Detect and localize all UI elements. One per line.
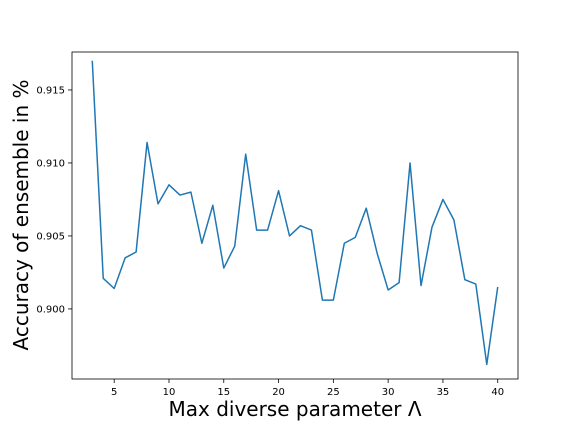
x-tick-label: 30 — [382, 387, 395, 398]
plot-area-background — [72, 52, 518, 379]
x-tick-label: 20 — [272, 387, 285, 398]
plot-frame — [71, 51, 519, 380]
x-tick-label: 5 — [111, 387, 117, 398]
y-tick-label: 0.905 — [36, 231, 65, 242]
x-tick-label: 25 — [327, 387, 340, 398]
x-tick-label: 15 — [217, 387, 230, 398]
x-axis-label: Max diverse parameter Λ — [168, 397, 421, 421]
x-tick-label: 35 — [437, 387, 450, 398]
y-tick-label: 0.915 — [36, 85, 65, 96]
accuracy-series-line — [91, 60, 499, 366]
y-axis-label: Accuracy of ensemble in % — [9, 80, 33, 351]
y-tick-label: 0.900 — [36, 304, 65, 315]
x-tick-label: 10 — [163, 387, 176, 398]
x-tick-label: 40 — [491, 387, 504, 398]
y-axis-ticks: 0.900 0.905 0.910 0.915 — [36, 85, 72, 315]
y-tick-label: 0.910 — [36, 158, 65, 169]
x-axis-ticks: 5 10 15 20 25 30 35 40 — [111, 379, 504, 398]
